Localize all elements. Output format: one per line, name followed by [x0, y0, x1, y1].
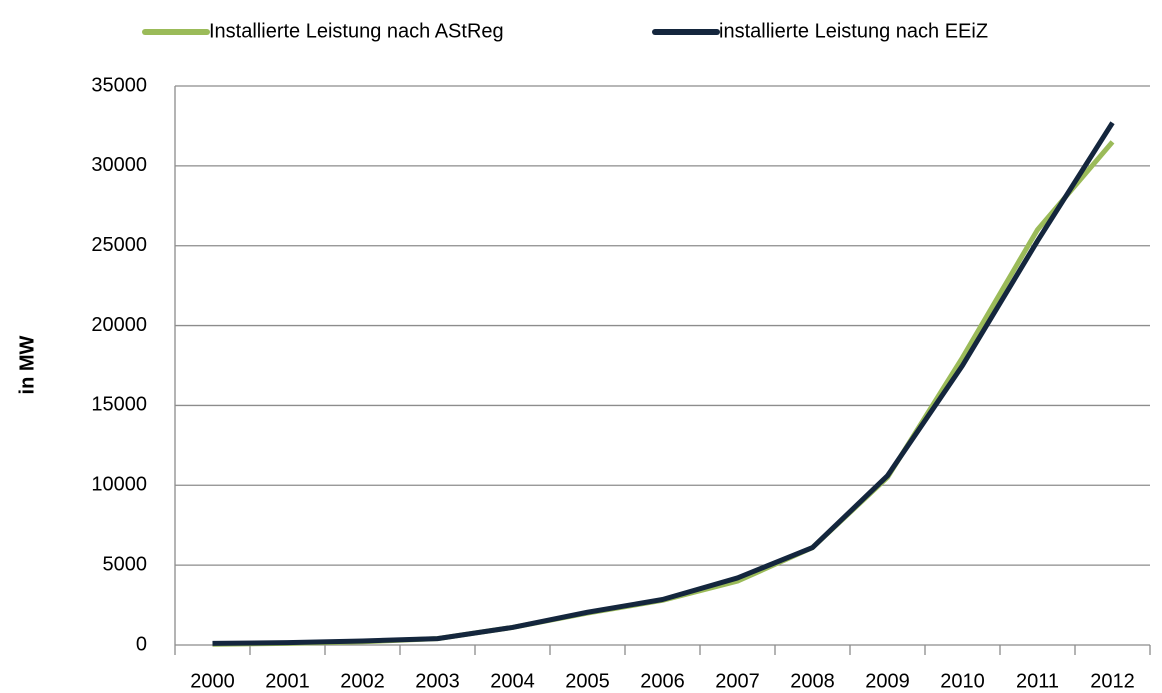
x-tick-label: 2003	[415, 670, 460, 692]
y-tick-label: 5000	[103, 553, 148, 575]
y-tick-label: 30000	[91, 154, 147, 176]
x-tick-label: 2000	[190, 670, 235, 692]
y-tick-label: 10000	[91, 474, 147, 496]
x-tick-label: 2007	[715, 670, 760, 692]
x-tick-label: 2004	[490, 670, 535, 692]
x-tick-label: 2002	[340, 670, 385, 692]
y-tick-label: 35000	[91, 74, 147, 96]
x-tick-label: 2011	[1016, 670, 1059, 692]
x-tick-label: 2008	[790, 670, 835, 692]
legend-label: installierte Leistung nach EEiZ	[719, 20, 988, 42]
y-tick-label: 25000	[91, 234, 147, 256]
x-tick-label: 2005	[565, 670, 610, 692]
legend-label: Installierte Leistung nach AStReg	[209, 20, 504, 42]
x-tick-label: 2001	[265, 670, 310, 692]
series-line	[212, 140, 1115, 647]
y-tick-label: 15000	[91, 394, 147, 416]
y-tick-label: 20000	[91, 314, 147, 336]
x-tick-label: 2010	[940, 670, 985, 692]
x-tick-label: 2009	[865, 670, 910, 692]
x-tick-label: 2006	[640, 670, 685, 692]
x-tick-label: 2012	[1090, 670, 1135, 692]
series-line	[212, 121, 1115, 646]
y-tick-label: 0	[136, 633, 147, 655]
y-axis-label: in MW	[16, 335, 38, 394]
